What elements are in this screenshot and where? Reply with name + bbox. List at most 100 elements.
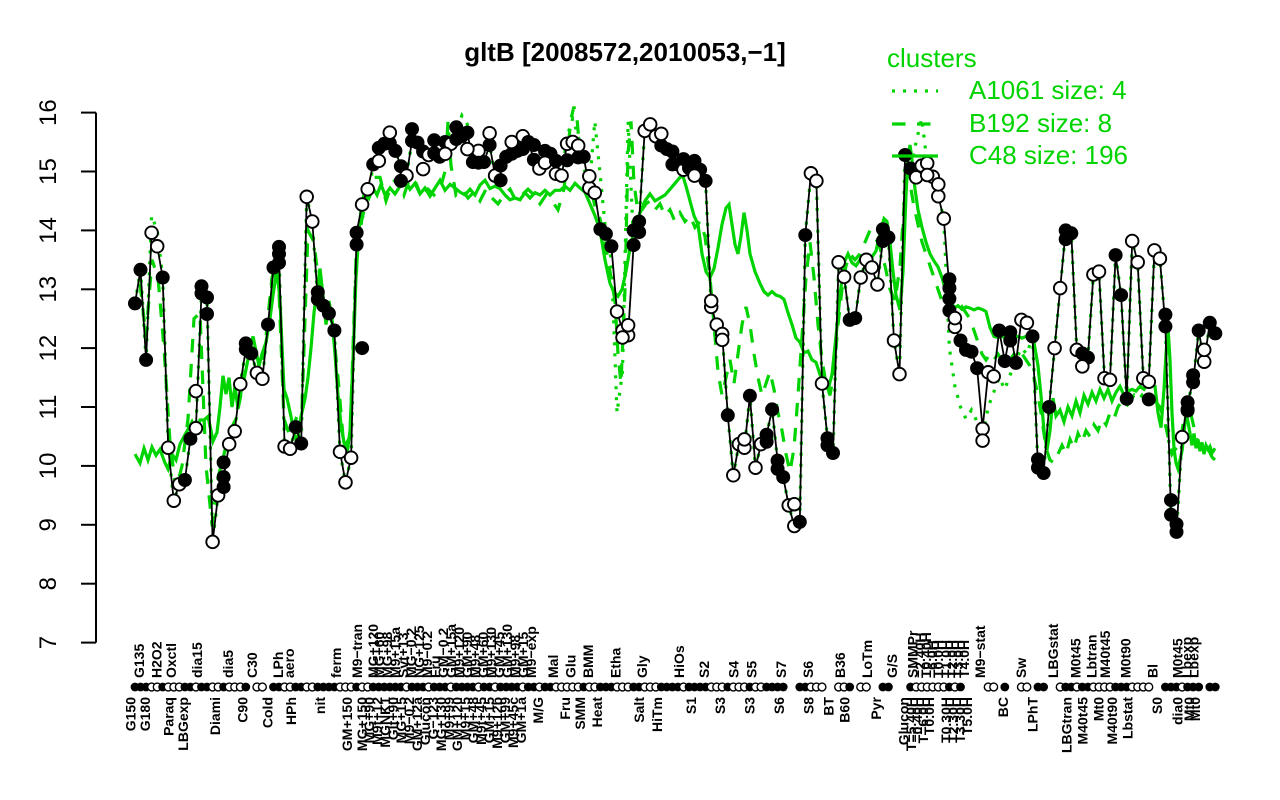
svg-text:T=5.40H: T=5.40H: [903, 697, 919, 751]
svg-text:HiTm: HiTm: [649, 697, 665, 732]
svg-text:M9−exp: M9−exp: [523, 626, 539, 678]
svg-text:dia0: dia0: [1170, 697, 1186, 725]
svg-text:MG+120: MG+120: [365, 624, 381, 678]
svg-text:M40t45: M40t45: [1097, 630, 1113, 678]
svg-text:M9+99: M9+99: [441, 697, 457, 740]
svg-text:Bl: Bl: [1145, 664, 1161, 678]
svg-text:dia5: dia5: [220, 650, 236, 678]
svg-text:S1: S1: [683, 697, 699, 714]
svg-text:S5: S5: [744, 661, 760, 678]
svg-text:GM+90: GM+90: [459, 631, 475, 678]
svg-text:G180: G180: [137, 697, 153, 731]
svg-text:M/G: M/G: [530, 697, 546, 724]
svg-text:16: 16: [35, 99, 62, 126]
svg-text:GM+60: GM+60: [475, 631, 491, 678]
svg-text:H2O2: H2O2: [149, 641, 165, 678]
svg-text:S8: S8: [800, 697, 816, 714]
svg-text:B60: B60: [837, 697, 853, 723]
svg-text:MG−0.2: MG−0.2: [403, 628, 419, 678]
svg-text:M9−0.2: M9−0.2: [419, 631, 435, 678]
svg-text:M9−0.2: M9−0.2: [401, 697, 417, 744]
svg-text:GM+48: GM+48: [465, 697, 481, 744]
svg-text:MG+150: MG+150: [354, 697, 370, 751]
svg-text:LBGtran: LBGtran: [1059, 697, 1075, 753]
svg-text:ferm: ferm: [328, 648, 344, 678]
svg-text:Salt: Salt: [631, 697, 647, 723]
svg-text:7: 7: [35, 636, 62, 649]
svg-text:M40t90: M40t90: [1104, 697, 1120, 745]
svg-text:LPh: LPh: [270, 652, 286, 678]
svg-text:Glt+90: Glt+90: [385, 697, 401, 740]
svg-text:M9+98: M9+98: [507, 635, 523, 678]
svg-text:15: 15: [35, 158, 62, 185]
svg-text:C30: C30: [244, 652, 260, 678]
svg-text:B36: B36: [832, 652, 848, 678]
svg-text:GM+45: GM+45: [491, 631, 507, 678]
svg-text:MGNK1: MGNK1: [377, 697, 393, 748]
svg-text:Mt0: Mt0: [1181, 697, 1197, 721]
svg-text:Gly: Gly: [634, 655, 650, 678]
svg-text:MG+130: MG+130: [433, 697, 449, 751]
svg-text:=0.40H: =0.40H: [909, 697, 925, 743]
svg-text:10: 10: [35, 453, 62, 480]
svg-text:Heat: Heat: [589, 697, 605, 728]
svg-text:Fru: Fru: [427, 655, 443, 678]
svg-text:MG+60: MG+60: [371, 631, 387, 678]
svg-text:M9t+12: M9t+12: [369, 697, 385, 745]
svg-text:MG+15: MG+15: [393, 697, 409, 744]
svg-text:Mt0: Mt0: [1187, 697, 1203, 721]
svg-text:Paraq: Paraq: [161, 697, 177, 736]
svg-text:A1061 size: 4: A1061 size: 4: [969, 75, 1127, 105]
svg-text:GM+12a: GM+12a: [409, 697, 425, 751]
svg-text:=6.0H: =6.0H: [924, 640, 940, 678]
svg-text:T0.0H: T0.0H: [921, 697, 937, 735]
svg-text:HiOs: HiOs: [671, 645, 687, 678]
svg-text:M9+15: M9+15: [457, 697, 473, 740]
svg-text:Mal: Mal: [545, 655, 561, 678]
svg-text:Diami: Diami: [207, 697, 223, 735]
svg-text:M9+48: M9+48: [467, 635, 483, 678]
svg-text:Mt0: Mt0: [1090, 697, 1106, 721]
svg-text:G150: G150: [123, 697, 139, 731]
svg-text:S6: S6: [800, 661, 816, 678]
svg-text:T2.30H: T2.30H: [945, 697, 961, 743]
svg-text:Etha: Etha: [608, 647, 624, 678]
svg-text:M9+15a: M9+15a: [387, 627, 403, 678]
svg-text:LoTm: LoTm: [859, 640, 875, 678]
svg-text:C48 size: 196: C48 size: 196: [969, 140, 1128, 170]
svg-text:aero: aero: [281, 648, 297, 678]
svg-text:M9−stat: M9−stat: [972, 625, 988, 678]
svg-text:12: 12: [35, 335, 62, 362]
svg-text:GM−0.2: GM−0.2: [435, 628, 451, 678]
svg-text:M0t45: M0t45: [1170, 638, 1186, 678]
svg-text:Lbstat: Lbstat: [1120, 697, 1136, 739]
svg-text:GM+99: GM+99: [497, 697, 513, 744]
svg-text:T0.30H: T0.30H: [938, 697, 954, 743]
svg-text:T3.0H: T3.0H: [950, 640, 966, 678]
svg-text:G/S: G/S: [884, 654, 900, 678]
svg-text:=2.40H: =2.40H: [912, 632, 928, 678]
svg-text:Lbexp: Lbexp: [1179, 637, 1195, 678]
svg-text:S4: S4: [726, 661, 742, 678]
svg-text:BT: BT: [821, 697, 837, 716]
svg-text:T4.0H: T4.0H: [956, 640, 972, 678]
svg-text:Svt+13: Svt+13: [395, 632, 411, 678]
svg-text:GM+15: GM+15: [515, 631, 531, 678]
svg-text:M9+120: M9+120: [451, 627, 467, 678]
svg-text:T2.0H: T2.0H: [944, 640, 960, 678]
svg-text:LPhT: LPhT: [1025, 697, 1041, 732]
svg-text:M0t90: M0t90: [1117, 638, 1133, 678]
svg-text:SMM: SMM: [572, 697, 588, 730]
svg-text:G135: G135: [131, 644, 147, 678]
svg-text:gltB [2008572,2010053,−1]: gltB [2008572,2010053,−1]: [464, 37, 786, 67]
svg-text:T1.0H: T1.0H: [938, 640, 954, 678]
svg-text:LBGstat: LBGstat: [1045, 623, 1061, 678]
svg-text:Glucon: Glucon: [417, 697, 433, 745]
svg-text:M0t45: M0t45: [1068, 638, 1084, 678]
svg-text:8: 8: [35, 577, 62, 590]
svg-text:S3: S3: [712, 697, 728, 714]
svg-text:T5.0H: T5.0H: [959, 697, 975, 735]
svg-text:T0.0H: T0.0H: [930, 640, 946, 678]
svg-text:S3: S3: [741, 697, 757, 714]
svg-text:9: 9: [35, 518, 62, 531]
